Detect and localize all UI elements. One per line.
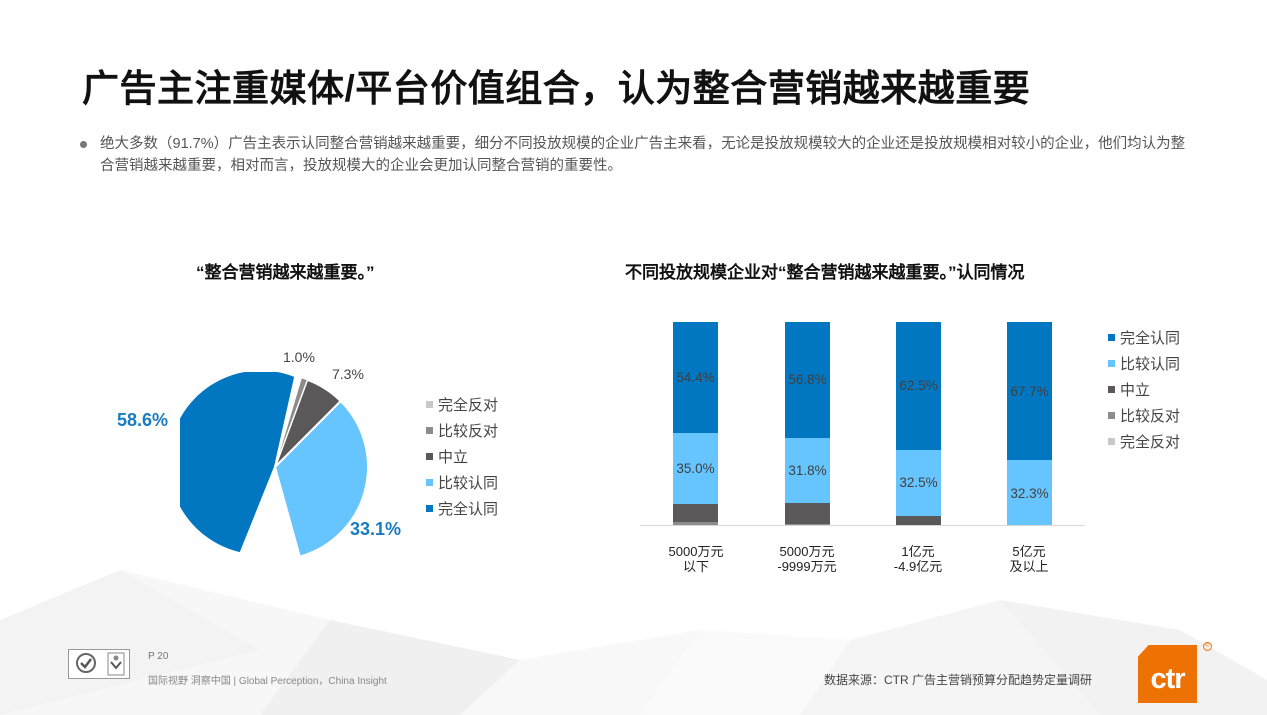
summary-bullet: 绝大多数（91.7%）广告主表示认同整合营销越来越重要，细分不同投放规模的企业广… <box>80 133 1190 177</box>
x-tick-line2: 及以上 <box>1009 559 1049 574</box>
legend-swatch-icon <box>1108 385 1115 393</box>
certification-badges <box>68 649 130 679</box>
pie-legend: 完全反对 比较反对 中立 比较认同 完全认同 <box>426 391 498 521</box>
bar-legend-item: 比较反对 <box>1108 402 1180 428</box>
bar-legend-item: 比较认同 <box>1108 350 1180 376</box>
x-tick-line1: 5000万元 <box>779 544 835 559</box>
pie-label-neutral: 7.3% <box>332 366 364 382</box>
pie-slice-agree <box>273 399 369 558</box>
bar-value-label: 32.3% <box>1010 485 1049 501</box>
bar-seg-agree: 32.3% <box>1007 460 1052 526</box>
pie-chart-title: “整合营销越来越重要。” <box>196 263 375 282</box>
x-tick-label: 5000万元 -9999万元 <box>757 544 857 574</box>
bar-legend-item: 完全反对 <box>1108 428 1180 454</box>
bar-seg-neutral <box>673 504 718 523</box>
bar-value-label: 31.8% <box>788 462 827 478</box>
pie-legend-item: 比较反对 <box>426 417 498 443</box>
bar-seg-agree: 31.8% <box>785 437 830 503</box>
bar-1-4.9: 32.5% 62.5% <box>896 322 941 526</box>
legend-label: 比较反对 <box>1120 407 1181 425</box>
x-tick-line2: -9999万元 <box>777 559 837 574</box>
legend-swatch-icon <box>1108 437 1115 445</box>
pie-label-agree: 33.1% <box>350 519 402 539</box>
bar-value-label: 54.4% <box>676 370 715 386</box>
bar-value-label: 62.5% <box>899 378 938 394</box>
bar-value-label: 56.8% <box>788 372 827 388</box>
legend-swatch-icon <box>426 400 433 408</box>
legend-swatch-icon <box>426 452 433 460</box>
bar-seg-complete-agree: 62.5% <box>896 322 941 450</box>
bar-seg-neutral <box>785 502 830 525</box>
pie-legend-item: 完全反对 <box>426 391 498 417</box>
summary-text: 绝大多数（91.7%）广告主表示认同整合营销越来越重要，细分不同投放规模的企业广… <box>100 136 1186 174</box>
registered-mark-icon: ® <box>1203 642 1212 651</box>
x-tick-line2: 以下 <box>682 559 709 574</box>
x-tick-line1: 5000万元 <box>668 544 724 559</box>
bar-seg-disagree <box>673 522 718 526</box>
pie-label-complete-agree: 58.6% <box>117 410 169 430</box>
pie-slice-disagree <box>274 377 308 468</box>
pie-chart-graphic <box>166 368 369 558</box>
x-tick-line1: 1亿元 <box>901 544 935 559</box>
legend-label: 中立 <box>1120 381 1151 399</box>
bar-value-label: 32.5% <box>899 475 938 491</box>
bar-seg-agree: 32.5% <box>896 449 941 516</box>
bar-5-above: 32.3% 67.7% <box>1007 322 1052 526</box>
stacked-bar-chart: 35.0% 54.4% 31.8% 56.8% 32.5% 62.5% 32.3… <box>640 322 1085 526</box>
x-tick-line2: -4.9亿元 <box>893 559 943 574</box>
bar-seg-neutral <box>896 515 941 526</box>
legend-label: 完全认同 <box>1120 329 1181 347</box>
x-tick-label: 5000万元 以下 <box>646 544 746 574</box>
bar-seg-complete-agree: 56.8% <box>785 322 830 438</box>
data-source-note: 数据来源：CTR 广告主营销预算分配趋势定量调研 <box>824 673 1092 687</box>
x-axis-line <box>640 525 1085 526</box>
legend-swatch-icon <box>1108 359 1115 367</box>
bar-chart-title: 不同投放规模企业对“整合营销越来越重要。”认同情况 <box>625 263 1025 282</box>
page-title: 广告主注重媒体/平台价值组合，认为整合营销越来越重要 <box>82 68 1031 109</box>
legend-label: 比较认同 <box>438 474 499 492</box>
legend-swatch-icon <box>1108 333 1115 341</box>
pie-legend-item: 比较认同 <box>426 469 498 495</box>
bar-5000-9999: 31.8% 56.8% <box>785 322 830 526</box>
legend-swatch-icon <box>426 478 433 486</box>
x-tick-label: 1亿元 -4.9亿元 <box>868 544 968 574</box>
bar-seg-agree: 35.0% <box>673 433 718 505</box>
x-tick-label: 5亿元 及以上 <box>979 544 1079 574</box>
footer-slogan: 国际视野 洞察中国 | Global Perception，China Insi… <box>148 676 387 687</box>
bar-legend: 完全认同 比较认同 中立 比较反对 完全反对 <box>1108 324 1180 454</box>
pie-legend-item: 中立 <box>426 443 498 469</box>
legend-label: 完全反对 <box>438 396 499 414</box>
ctr-logo: ctr <box>1138 645 1197 703</box>
bar-legend-item: 完全认同 <box>1108 324 1180 350</box>
logo-text: ctr <box>1150 663 1185 695</box>
ukas-badge-icon <box>107 652 124 676</box>
sgs-badge-icon <box>75 653 96 673</box>
legend-swatch-icon <box>426 426 433 434</box>
legend-swatch-icon <box>426 504 433 512</box>
legend-label: 完全反对 <box>1120 433 1181 451</box>
legend-swatch-icon <box>1108 411 1115 419</box>
pie-label-disagree: 1.0% <box>283 349 315 365</box>
legend-label: 中立 <box>438 448 469 466</box>
bar-value-label: 35.0% <box>676 461 715 477</box>
legend-label: 比较反对 <box>438 422 499 440</box>
bar-value-label: 67.7% <box>1010 383 1049 399</box>
pie-legend-item: 完全认同 <box>426 495 498 521</box>
page-number: P 20 <box>148 651 169 662</box>
bar-5000-below: 35.0% 54.4% <box>673 322 718 526</box>
pie-chart <box>166 368 370 562</box>
x-tick-line1: 5亿元 <box>1012 544 1046 559</box>
bullet-dot-icon <box>80 141 87 148</box>
bar-seg-complete-agree: 67.7% <box>1007 322 1052 461</box>
bar-seg-complete-agree: 54.4% <box>673 322 718 434</box>
legend-label: 完全认同 <box>438 500 499 518</box>
bar-legend-item: 中立 <box>1108 376 1180 402</box>
background-polygons <box>0 570 1267 715</box>
legend-label: 比较认同 <box>1120 355 1181 373</box>
